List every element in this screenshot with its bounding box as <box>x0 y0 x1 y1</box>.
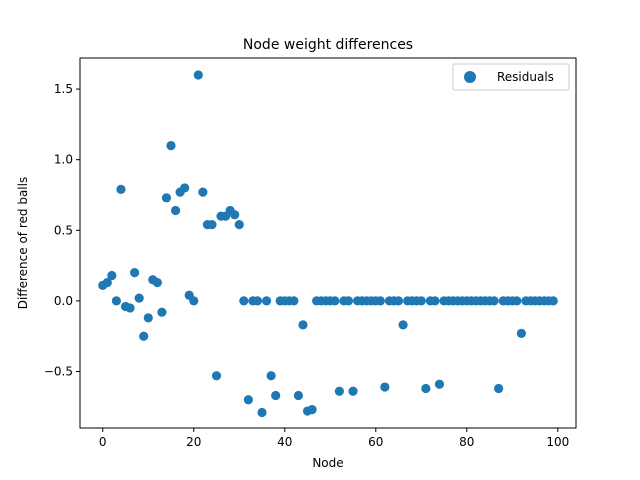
data-point <box>398 320 408 330</box>
legend-label: Residuals <box>497 70 554 84</box>
y-tick-label: −0.5 <box>44 365 73 379</box>
data-point <box>111 296 121 306</box>
data-point <box>211 371 222 381</box>
legend-box <box>452 63 570 91</box>
data-point <box>130 268 140 278</box>
y-tick-label: 0.0 <box>54 294 73 308</box>
legend-marker <box>464 71 476 83</box>
x-axis-ticks: 0 20 40 60 80 100 <box>99 428 569 449</box>
data-point <box>125 303 135 313</box>
data-point <box>207 220 217 230</box>
data-point <box>271 390 281 401</box>
data-point <box>143 313 153 323</box>
data-point <box>289 296 299 306</box>
data-point <box>170 205 181 216</box>
data-point <box>334 386 344 396</box>
plot-area-frame <box>79 57 577 429</box>
data-point <box>330 296 340 306</box>
x-tick-label: 80 <box>459 435 474 449</box>
data-point <box>116 184 126 194</box>
data-point <box>266 371 276 381</box>
data-point <box>102 277 112 288</box>
data-point <box>293 390 304 401</box>
data-point <box>252 296 263 306</box>
data-point <box>239 296 249 306</box>
data-point <box>416 296 426 306</box>
data-point <box>161 193 172 203</box>
x-tick-label: 60 <box>368 435 383 449</box>
data-point <box>375 296 385 306</box>
data-point <box>243 395 253 405</box>
data-point <box>198 187 208 197</box>
data-point <box>152 277 162 288</box>
data-point <box>430 296 440 306</box>
x-axis-label: Node <box>312 456 343 470</box>
x-tick-label: 0 <box>99 435 107 449</box>
chart-title: Node weight differences <box>243 37 413 53</box>
data-point <box>489 296 499 306</box>
data-point <box>134 293 144 303</box>
data-point <box>348 386 358 396</box>
data-point <box>193 70 203 80</box>
data-point <box>307 405 317 415</box>
data-point <box>380 382 390 392</box>
data-point <box>343 296 354 306</box>
data-point <box>107 270 117 281</box>
y-tick-label: 0.5 <box>54 223 73 237</box>
data-point <box>434 379 445 389</box>
data-point <box>494 383 504 394</box>
data-point <box>234 220 244 230</box>
data-point <box>393 296 404 306</box>
y-tick-label: 1.0 <box>54 153 73 167</box>
data-point <box>512 296 522 306</box>
x-tick-label: 20 <box>186 435 201 449</box>
y-axis-ticks: −0.5 0.0 0.5 1.0 1.5 <box>44 82 80 379</box>
y-axis-label: Difference of red balls <box>16 177 30 309</box>
data-points <box>98 70 558 418</box>
data-point <box>298 320 308 330</box>
data-point <box>548 296 558 306</box>
data-point <box>516 328 526 338</box>
data-point <box>180 183 190 193</box>
data-point <box>230 210 240 220</box>
y-tick-label: 1.5 <box>54 82 73 96</box>
x-tick-label: 40 <box>277 435 292 449</box>
data-point <box>257 407 267 418</box>
x-tick-label: 100 <box>546 435 569 449</box>
data-point <box>261 296 272 306</box>
data-point <box>166 140 176 151</box>
data-point <box>189 296 199 306</box>
legend: Residuals <box>452 63 570 91</box>
data-point <box>421 383 431 394</box>
data-point <box>157 307 167 317</box>
data-point <box>139 331 149 341</box>
